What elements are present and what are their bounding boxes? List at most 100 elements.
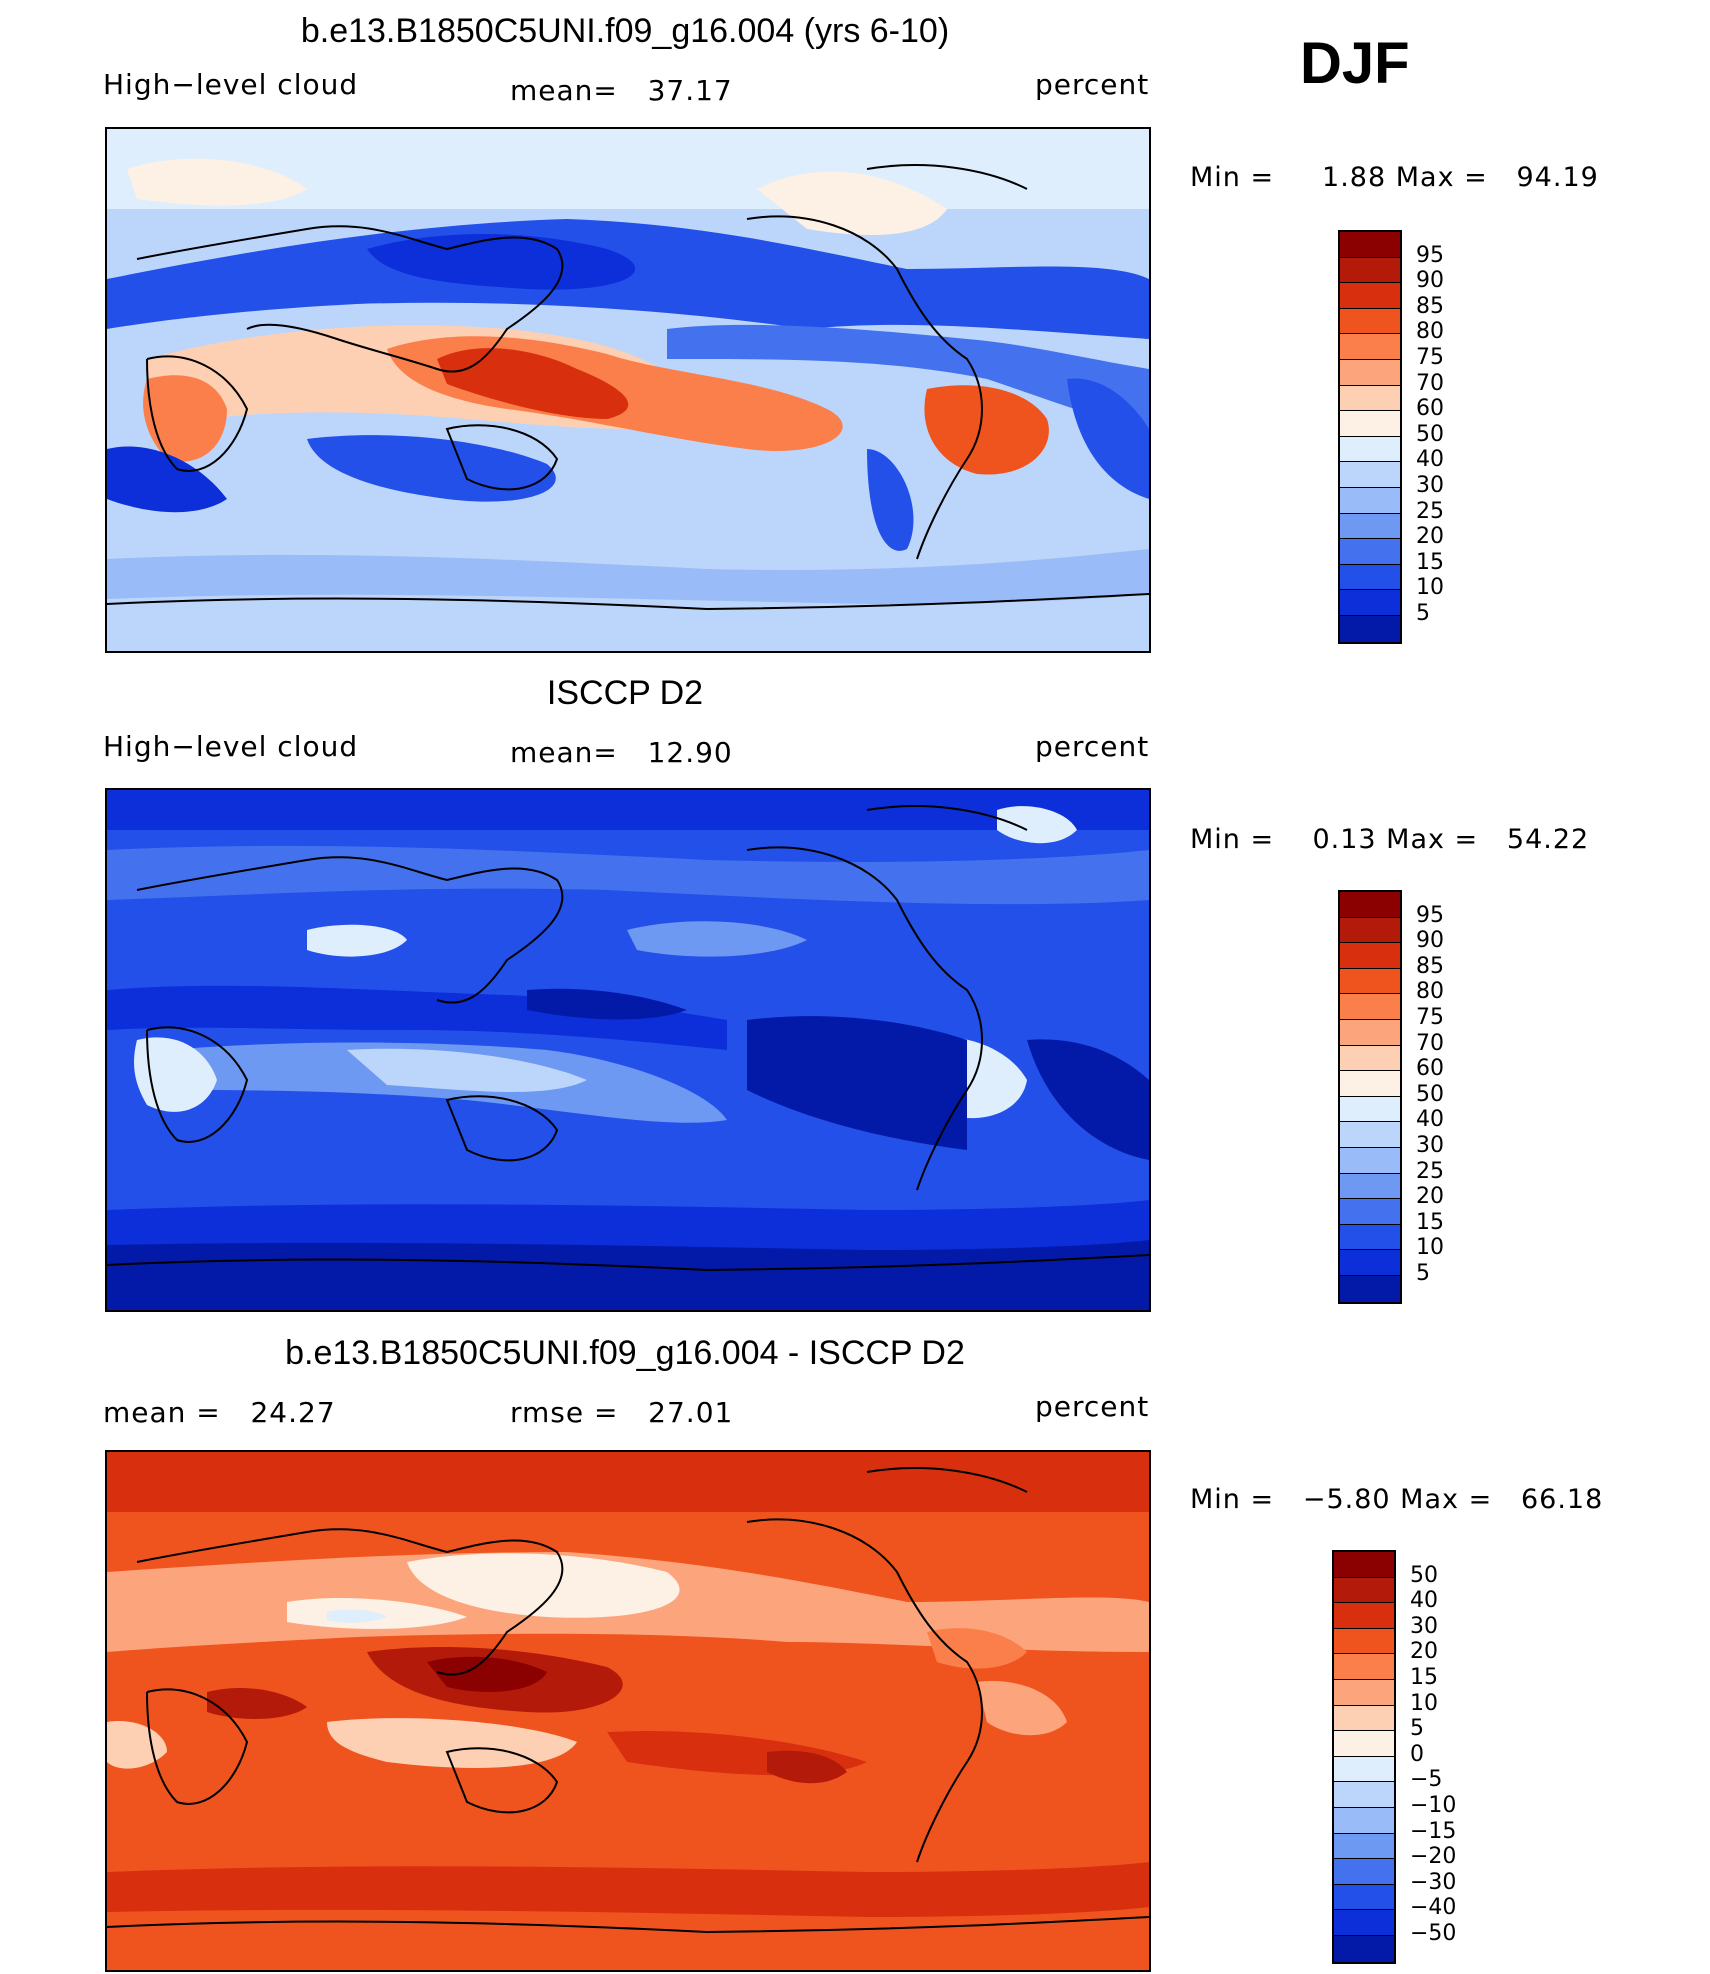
colorbar-swatch bbox=[1340, 1096, 1400, 1123]
colorbar-tick-label: 5 bbox=[1416, 1261, 1430, 1286]
colorbar-tick-label: 30 bbox=[1410, 1613, 1438, 1639]
colorbar-swatch bbox=[1334, 1731, 1394, 1757]
colorbar-swatch bbox=[1340, 1147, 1400, 1174]
colorbar-tick-label: 85 bbox=[1416, 953, 1444, 979]
colorbar-swatch bbox=[1340, 1173, 1400, 1200]
colorbar-tick-label: 40 bbox=[1416, 1107, 1444, 1133]
colorbar-swatch bbox=[1334, 1577, 1394, 1604]
colorbar-tick-label: 25 bbox=[1416, 498, 1444, 524]
colorbar-tick-label: 10 bbox=[1416, 575, 1444, 601]
colorbar-tick-label: 15 bbox=[1410, 1665, 1438, 1690]
colorbar-tick-label: 20 bbox=[1410, 1639, 1438, 1665]
panel-1-map-field bbox=[107, 129, 1149, 651]
colorbar-swatch bbox=[1340, 590, 1400, 616]
colorbar-tick-label: 30 bbox=[1416, 473, 1444, 498]
colorbar-swatch bbox=[1340, 994, 1400, 1020]
colorbar-swatch bbox=[1340, 564, 1400, 591]
colorbar-tick-label: 75 bbox=[1416, 1005, 1444, 1030]
colorbar-swatch bbox=[1340, 892, 1400, 918]
colorbar-tick-label: 80 bbox=[1416, 979, 1444, 1005]
colorbar-swatch bbox=[1340, 1071, 1400, 1097]
panel-3-map bbox=[105, 1450, 1151, 1972]
colorbar-tick-label: −50 bbox=[1410, 1921, 1457, 1946]
panel-2-variable-label: High−level cloud bbox=[103, 730, 359, 763]
colorbar-swatch bbox=[1340, 359, 1400, 386]
colorbar-swatch bbox=[1340, 334, 1400, 360]
panel-3-minmax: Min = −5.80 Max = 66.18 bbox=[1190, 1484, 1604, 1515]
panel-3-mean-label: mean = 24.27 bbox=[103, 1396, 336, 1429]
colorbar-swatch bbox=[1340, 436, 1400, 463]
colorbar-tick-label: 10 bbox=[1416, 1235, 1444, 1261]
panel-3-map-field bbox=[107, 1452, 1149, 1970]
colorbar-swatch bbox=[1340, 1275, 1400, 1302]
colorbar-swatch bbox=[1340, 1045, 1400, 1072]
colorbar-tick-label: 75 bbox=[1416, 345, 1444, 370]
colorbar-boxes bbox=[1338, 890, 1402, 1304]
colorbar-tick-label: 50 bbox=[1410, 1562, 1438, 1588]
panel-2-mean-label: mean= 12.90 bbox=[510, 736, 733, 769]
colorbar-swatch bbox=[1340, 257, 1400, 284]
colorbar-tick-label: 90 bbox=[1416, 268, 1444, 294]
colorbar-swatch bbox=[1340, 615, 1400, 642]
colorbar-tick-label: 0 bbox=[1410, 1741, 1424, 1767]
colorbar-tick-label: 40 bbox=[1416, 447, 1444, 473]
colorbar-tick-label: 50 bbox=[1416, 421, 1444, 447]
colorbar-swatch bbox=[1340, 232, 1400, 258]
panel-1-units-label: percent bbox=[1035, 68, 1150, 101]
colorbar-swatch bbox=[1334, 1935, 1394, 1962]
colorbar-tick-label: 20 bbox=[1416, 524, 1444, 550]
colorbar-swatch bbox=[1334, 1628, 1394, 1655]
colorbar-tick-label: 70 bbox=[1416, 1030, 1444, 1056]
colorbar-tick-label: 70 bbox=[1416, 370, 1444, 396]
colorbar-tick-label: −40 bbox=[1410, 1895, 1457, 1921]
colorbar-tick-label: 25 bbox=[1416, 1158, 1444, 1184]
colorbar-swatch bbox=[1334, 1807, 1394, 1834]
colorbar-tick-label: 20 bbox=[1416, 1184, 1444, 1210]
colorbar-swatch bbox=[1340, 1199, 1400, 1225]
colorbar-tick-label: 5 bbox=[1416, 601, 1430, 626]
colorbar-swatch bbox=[1334, 1782, 1394, 1808]
colorbar-swatch bbox=[1334, 1603, 1394, 1629]
panel-3-rmse-label: rmse = 27.01 bbox=[510, 1396, 734, 1429]
panel-1-variable-label: High−level cloud bbox=[103, 68, 359, 101]
colorbar-swatch bbox=[1340, 283, 1400, 309]
colorbar-tick-label: −10 bbox=[1410, 1793, 1457, 1818]
colorbar-tick-label: 80 bbox=[1416, 319, 1444, 345]
colorbar-tick-label: 15 bbox=[1416, 1209, 1444, 1235]
panel-2-map-field bbox=[107, 790, 1149, 1310]
colorbar-swatch bbox=[1340, 308, 1400, 335]
colorbar-tick-label: 85 bbox=[1416, 293, 1444, 319]
panel-1-title: b.e13.B1850C5UNI.f09_g16.004 (yrs 6-10) bbox=[300, 12, 950, 50]
colorbar-tick-label: 5 bbox=[1410, 1716, 1424, 1742]
colorbar-tick-label: 95 bbox=[1416, 902, 1444, 928]
colorbar-tick-label: 90 bbox=[1416, 928, 1444, 954]
colorbar-swatch bbox=[1340, 1224, 1400, 1251]
panel-2-minmax: Min = 0.13 Max = 54.22 bbox=[1190, 824, 1590, 855]
colorbar-tick-label: 15 bbox=[1416, 549, 1444, 575]
panel-2-title: ISCCP D2 bbox=[546, 674, 704, 712]
colorbar-tick-label: −5 bbox=[1410, 1767, 1443, 1793]
colorbar-tick-label: 30 bbox=[1416, 1133, 1444, 1158]
colorbar-boxes bbox=[1338, 230, 1402, 644]
panel-3-units-label: percent bbox=[1035, 1390, 1150, 1423]
season-label: DJF bbox=[1300, 31, 1410, 96]
panel-1-mean-label: mean= 37.17 bbox=[510, 74, 733, 107]
colorbar-swatch bbox=[1334, 1756, 1394, 1783]
colorbar-tick-label: 60 bbox=[1416, 1056, 1444, 1082]
colorbar-boxes bbox=[1332, 1550, 1396, 1964]
panel-1-map bbox=[105, 127, 1151, 653]
colorbar-tick-label: −30 bbox=[1410, 1869, 1457, 1895]
colorbar-tick-label: 10 bbox=[1410, 1690, 1438, 1716]
colorbar-tick-label: 40 bbox=[1410, 1588, 1438, 1614]
colorbar-tick-label: 60 bbox=[1416, 396, 1444, 422]
panel-3-title: b.e13.B1850C5UNI.f09_g16.004 - ISCCP D2 bbox=[285, 1334, 965, 1372]
colorbar-swatch bbox=[1340, 539, 1400, 565]
colorbar-swatch bbox=[1340, 1250, 1400, 1276]
panel-2-units-label: percent bbox=[1035, 730, 1150, 763]
colorbar-tick-label: 95 bbox=[1416, 242, 1444, 268]
colorbar-tick-label: −15 bbox=[1410, 1818, 1457, 1844]
colorbar-swatch bbox=[1334, 1679, 1394, 1706]
colorbar-tick-label: −20 bbox=[1410, 1844, 1457, 1870]
colorbar-tick-label: 50 bbox=[1416, 1081, 1444, 1107]
colorbar-swatch bbox=[1334, 1705, 1394, 1732]
